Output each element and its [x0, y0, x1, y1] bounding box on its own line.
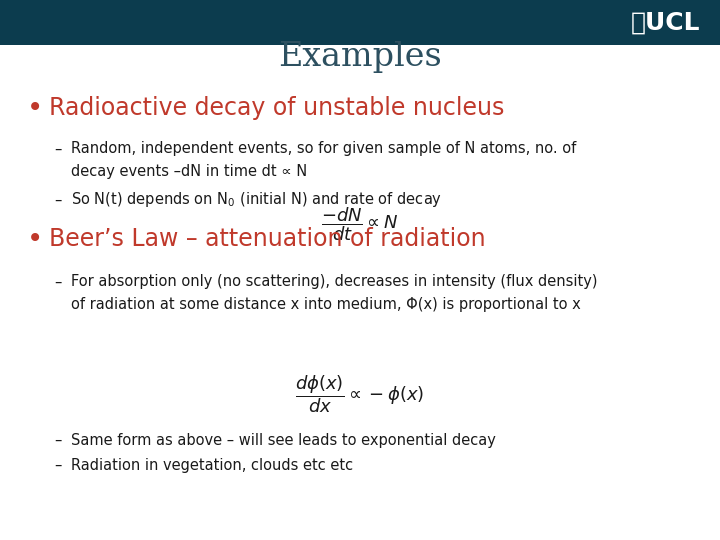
Text: •: •	[27, 94, 44, 122]
Text: Same form as above – will see leads to exponential decay: Same form as above – will see leads to e…	[71, 433, 495, 448]
Text: So N(t) depends on N$_0$ (initial N) and rate of decay: So N(t) depends on N$_0$ (initial N) and…	[71, 190, 442, 210]
Text: Random, independent events, so for given sample of N atoms, no. of
decay events : Random, independent events, so for given…	[71, 141, 576, 179]
Text: Beer’s Law – attenuation of radiation: Beer’s Law – attenuation of radiation	[49, 227, 485, 251]
Text: –: –	[54, 458, 61, 473]
Text: –: –	[54, 274, 61, 289]
Text: –: –	[54, 192, 61, 207]
Text: $\dfrac{-dN}{dt} \propto N$: $\dfrac{-dN}{dt} \propto N$	[321, 205, 399, 243]
Text: •: •	[27, 225, 44, 253]
Text: Examples: Examples	[278, 40, 442, 73]
Text: Radioactive decay of unstable nucleus: Radioactive decay of unstable nucleus	[49, 96, 504, 120]
Text: –: –	[54, 433, 61, 448]
Text: Radiation in vegetation, clouds etc etc: Radiation in vegetation, clouds etc etc	[71, 458, 353, 473]
Text: $\dfrac{d\phi(x)}{dx} \propto -\phi(x)$: $\dfrac{d\phi(x)}{dx} \propto -\phi(x)$	[295, 373, 425, 415]
Text: –: –	[54, 141, 61, 157]
Text: ⛬UCL: ⛬UCL	[630, 10, 700, 35]
Bar	[0, 0, 720, 45]
Text: For absorption only (no scattering), decreases in intensity (flux density)
of ra: For absorption only (no scattering), dec…	[71, 274, 597, 312]
